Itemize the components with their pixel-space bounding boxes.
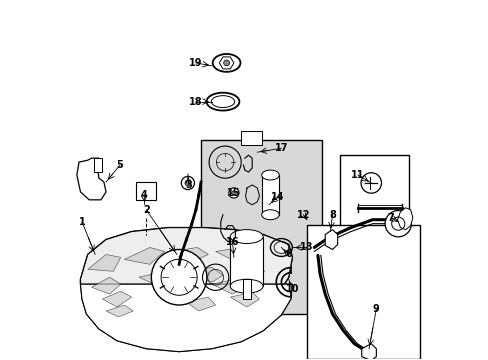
Text: 14: 14 (270, 192, 284, 202)
Polygon shape (397, 208, 412, 230)
Bar (136, 182, 156, 200)
Text: 15: 15 (227, 188, 240, 198)
Text: 8: 8 (328, 210, 335, 220)
Bar (261, 175, 279, 215)
Ellipse shape (230, 279, 263, 293)
Polygon shape (219, 57, 233, 69)
Bar (339, 155, 408, 230)
Polygon shape (153, 284, 188, 299)
Circle shape (151, 249, 206, 305)
Ellipse shape (261, 210, 279, 220)
Text: 2: 2 (142, 205, 149, 215)
Polygon shape (91, 277, 121, 294)
Text: 17: 17 (274, 143, 287, 153)
Bar (241, 131, 261, 145)
Polygon shape (233, 262, 264, 279)
Text: 11: 11 (350, 170, 364, 180)
Text: 7: 7 (387, 213, 393, 223)
Polygon shape (124, 247, 164, 264)
Text: 9: 9 (372, 304, 379, 314)
Text: 3: 3 (185, 180, 192, 190)
Text: 6: 6 (285, 249, 291, 260)
Text: 18: 18 (189, 96, 203, 107)
Polygon shape (81, 228, 292, 352)
Bar (201, 140, 321, 314)
Circle shape (184, 180, 190, 186)
Polygon shape (230, 292, 259, 307)
Polygon shape (186, 267, 223, 282)
Polygon shape (81, 228, 292, 322)
Text: 1: 1 (79, 217, 85, 227)
Ellipse shape (261, 170, 279, 180)
Circle shape (228, 188, 239, 198)
Circle shape (360, 173, 381, 193)
Text: 4: 4 (141, 190, 147, 200)
Text: 19: 19 (189, 58, 202, 68)
Text: 12: 12 (296, 210, 309, 220)
Bar (94, 158, 102, 172)
Polygon shape (171, 247, 208, 261)
Circle shape (181, 176, 194, 190)
Text: 5: 5 (116, 160, 123, 170)
Polygon shape (81, 284, 292, 352)
Text: 13: 13 (300, 243, 313, 252)
Polygon shape (88, 255, 121, 271)
Text: 16: 16 (225, 237, 239, 247)
Polygon shape (212, 279, 244, 294)
Polygon shape (186, 297, 215, 311)
Polygon shape (139, 271, 175, 287)
Circle shape (223, 60, 229, 66)
Ellipse shape (230, 230, 263, 243)
Polygon shape (106, 305, 133, 317)
Bar (230, 237, 263, 286)
Bar (306, 225, 419, 359)
Polygon shape (102, 291, 131, 307)
Polygon shape (77, 158, 106, 200)
Text: 10: 10 (285, 284, 299, 294)
Polygon shape (361, 344, 376, 360)
Circle shape (231, 191, 236, 195)
Polygon shape (325, 230, 337, 249)
Circle shape (385, 211, 410, 237)
Polygon shape (215, 247, 252, 264)
Bar (242, 279, 251, 299)
